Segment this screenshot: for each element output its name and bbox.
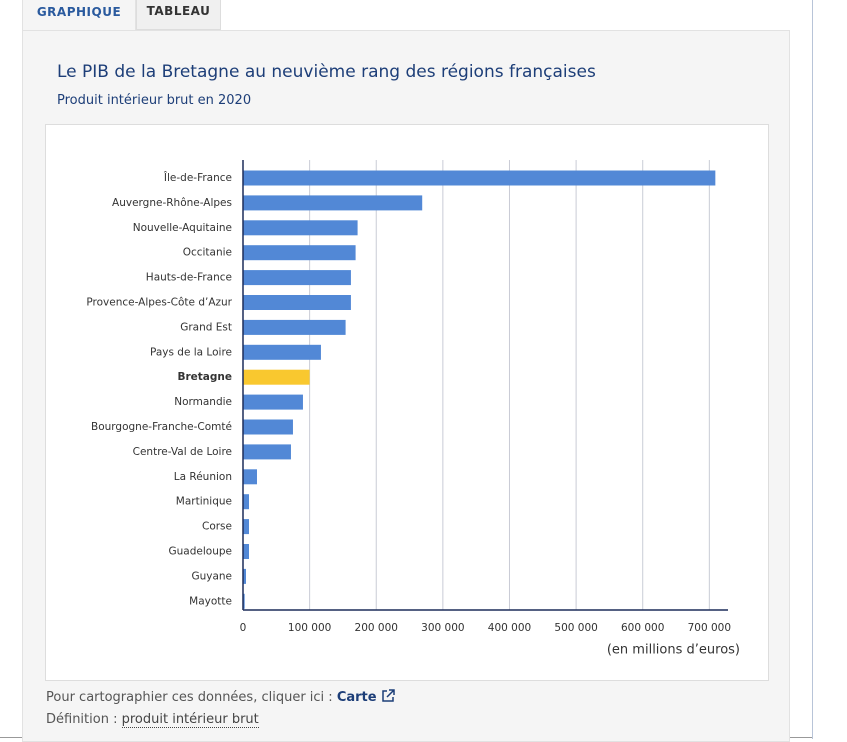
external-icon bbox=[382, 689, 395, 702]
x-tick-label: 200 000 bbox=[355, 622, 398, 634]
x-tick-label: 100 000 bbox=[288, 622, 331, 634]
bar bbox=[243, 519, 249, 535]
tab-graphique[interactable]: GRAPHIQUE bbox=[22, 0, 136, 30]
definition-text: Définition : bbox=[46, 712, 118, 727]
bar bbox=[243, 295, 351, 310]
bar bbox=[243, 170, 716, 186]
y-tick-label: Occitanie bbox=[183, 247, 232, 259]
y-tick-label: Provence-Alpes-Côte d’Azur bbox=[86, 297, 232, 309]
y-tick-label: Pays de la Loire bbox=[150, 346, 232, 358]
map-line: Pour cartographier ces données, cliquer … bbox=[46, 689, 395, 705]
bar bbox=[243, 494, 249, 510]
x-tick-label: 500 000 bbox=[554, 622, 597, 634]
bar bbox=[243, 593, 245, 609]
chart-title: Le PIB de la Bretagne au neuvième rang d… bbox=[57, 62, 596, 82]
bar bbox=[243, 568, 246, 584]
definition-line: Définition : produit intérieur brut bbox=[46, 712, 259, 728]
y-tick-label: Martinique bbox=[176, 496, 232, 508]
y-tick-label: Centre-Val de Loire bbox=[133, 446, 232, 458]
bar bbox=[243, 469, 257, 485]
x-tick-label: 400 000 bbox=[488, 622, 531, 634]
y-tick-label: Hauts-de-France bbox=[146, 272, 232, 284]
right-border bbox=[812, 0, 813, 739]
y-tick-label: Mayotte bbox=[189, 595, 232, 607]
y-tick-label: Bretagne bbox=[177, 371, 232, 383]
y-tick-label: Guyane bbox=[191, 570, 232, 582]
y-tick-label: Auvergne-Rhône-Alpes bbox=[112, 197, 232, 209]
map-link[interactable]: Carte bbox=[336, 689, 395, 705]
bar bbox=[243, 344, 321, 360]
tab-tableau[interactable]: TABLEAU bbox=[136, 0, 221, 30]
bar bbox=[243, 444, 291, 460]
y-tick-label: Corse bbox=[202, 521, 232, 533]
x-tick-label: 0 bbox=[240, 622, 247, 634]
bar bbox=[243, 245, 356, 261]
bar bbox=[243, 419, 293, 435]
chart-subtitle: Produit intérieur brut en 2020 bbox=[57, 93, 252, 108]
bar bbox=[243, 270, 351, 286]
map-text: Pour cartographier ces données, cliquer … bbox=[46, 690, 333, 705]
y-tick-label: Guadeloupe bbox=[169, 546, 232, 558]
bar bbox=[243, 319, 346, 335]
bar bbox=[243, 195, 423, 211]
definition-link[interactable]: produit intérieur brut bbox=[121, 712, 259, 728]
x-tick-label: 600 000 bbox=[621, 622, 664, 634]
x-tick-label: 700 000 bbox=[688, 622, 731, 634]
bar bbox=[243, 544, 249, 559]
y-tick-label: Grand Est bbox=[180, 321, 232, 333]
chart: 0 100 000 200 000 300 000 400 000 500 000 600 … bbox=[45, 124, 769, 681]
y-tick-label: La Réunion bbox=[174, 471, 232, 483]
y-tick-label: Bourgogne-Franche-Comté bbox=[91, 421, 232, 433]
map-link-text: Carte bbox=[336, 690, 377, 705]
bar bbox=[243, 369, 310, 385]
bar bbox=[243, 394, 303, 410]
bar bbox=[243, 220, 358, 236]
y-tick-label: Nouvelle-Aquitaine bbox=[133, 222, 232, 234]
y-tick-label: Île-de-France bbox=[163, 171, 232, 184]
x-axis-label: (en millions d’euros) bbox=[607, 643, 740, 658]
y-tick-label: Normandie bbox=[174, 396, 232, 408]
x-tick-label: 300 000 bbox=[421, 622, 464, 634]
